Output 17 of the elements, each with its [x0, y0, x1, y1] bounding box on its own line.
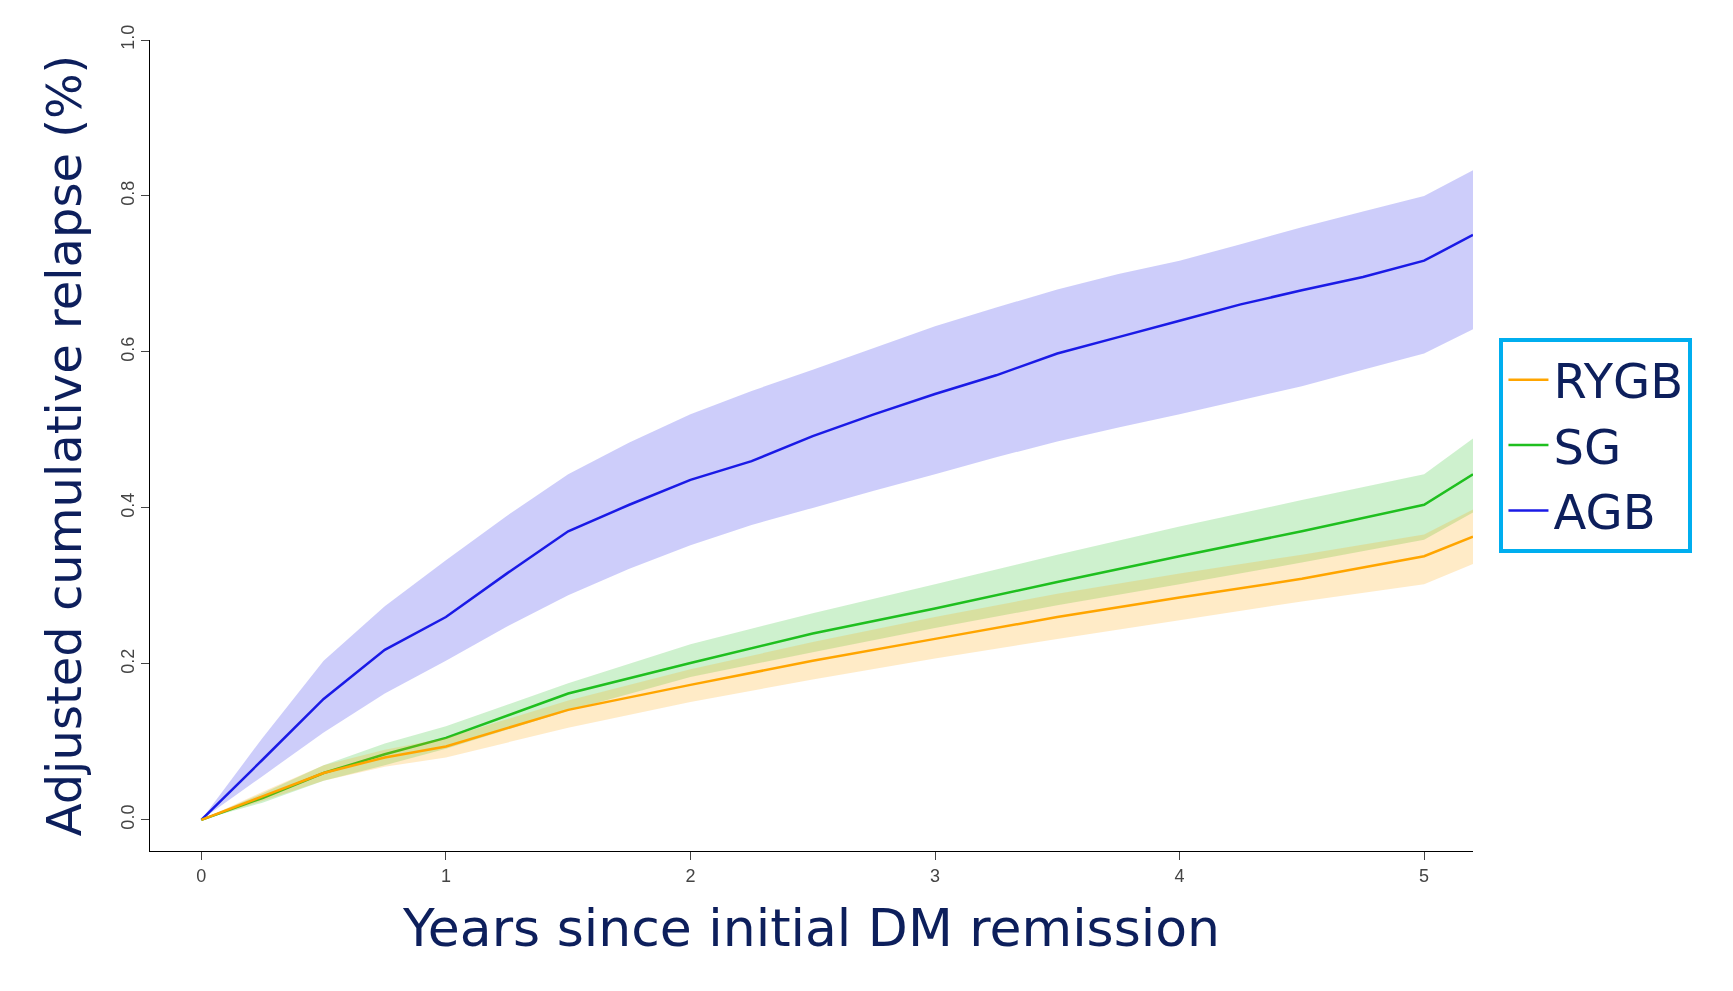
- x-tick-label: 4: [1174, 865, 1185, 886]
- x-tick-label: 3: [929, 865, 941, 886]
- x-tick-label: 1: [440, 865, 451, 886]
- legend-label: AGB: [1553, 484, 1656, 541]
- x-axis-title: Years since initial DM remission: [401, 898, 1221, 959]
- y-tick-label: 0.4: [117, 492, 138, 518]
- x-tick-label: 2: [685, 865, 696, 886]
- legend-label: SG: [1553, 418, 1622, 475]
- y-tick-label: 0.8: [117, 180, 138, 206]
- y-tick-label: 0.0: [117, 804, 138, 830]
- legend-label: RYGB: [1553, 353, 1684, 410]
- y-tick-label: 1.0: [117, 24, 138, 50]
- x-tick-label: 5: [1419, 865, 1430, 886]
- y-tick-label: 0.6: [117, 336, 138, 362]
- x-tick-label: 0: [196, 865, 207, 886]
- y-tick-label: 0.2: [117, 648, 138, 674]
- y-axis-title: Adjusted cumulative relapse (%): [36, 54, 93, 837]
